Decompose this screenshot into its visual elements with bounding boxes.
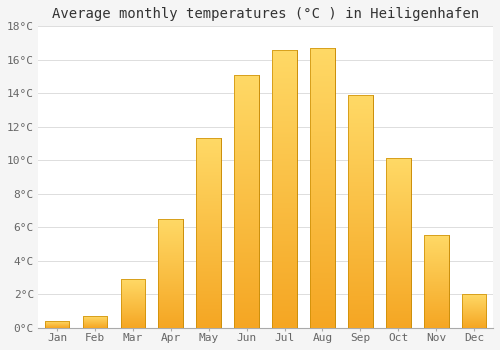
Bar xyxy=(310,48,335,328)
Bar xyxy=(310,48,335,328)
Bar xyxy=(82,316,108,328)
Bar xyxy=(158,219,183,328)
Bar xyxy=(44,321,70,328)
Bar xyxy=(348,95,372,328)
Title: Average monthly temperatures (°C ) in Heiligenhafen: Average monthly temperatures (°C ) in He… xyxy=(52,7,479,21)
Bar xyxy=(44,321,70,328)
Bar xyxy=(424,236,448,328)
Bar xyxy=(120,279,145,328)
Bar xyxy=(196,138,221,328)
Bar xyxy=(462,294,486,328)
Bar xyxy=(272,50,297,328)
Bar xyxy=(386,159,410,328)
Bar xyxy=(82,316,108,328)
Bar xyxy=(272,50,297,328)
Bar xyxy=(234,75,259,328)
Bar xyxy=(462,294,486,328)
Bar xyxy=(386,159,410,328)
Bar xyxy=(120,279,145,328)
Bar xyxy=(348,95,372,328)
Bar xyxy=(234,75,259,328)
Bar xyxy=(196,138,221,328)
Bar xyxy=(424,236,448,328)
Bar xyxy=(158,219,183,328)
